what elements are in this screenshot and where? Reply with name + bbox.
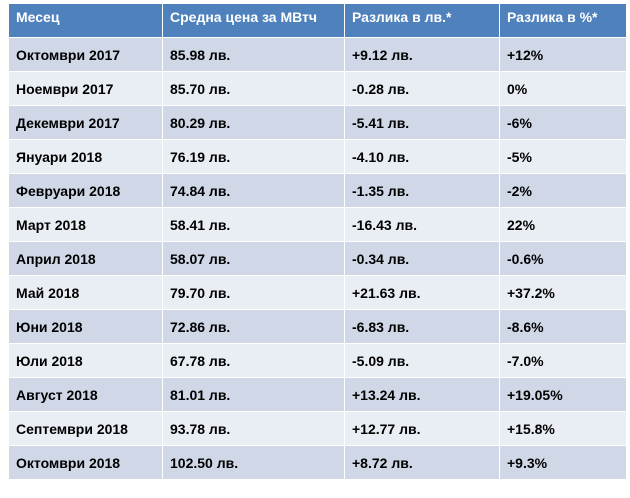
month-cell: Август 2018: [8, 377, 163, 412]
table-row: Декември 2017 80.29 лв. -5.41 лв. -6%: [8, 105, 627, 140]
table-row: Юли 2018 67.78 лв. -5.09 лв. -7.0%: [8, 343, 627, 378]
month-cell: Юли 2018: [8, 343, 163, 378]
difference-leva-cell: +9.12 лв.: [344, 37, 500, 72]
header-month: Месец: [8, 3, 163, 38]
month-cell: Януари 2018: [8, 139, 163, 174]
header-average-price: Средна цена за МВтч: [162, 3, 345, 38]
difference-percent-cell: -2%: [499, 173, 627, 208]
table-row: Август 2018 81.01 лв. +13.24 лв. +19.05%: [8, 377, 627, 412]
difference-leva-cell: -0.28 лв.: [344, 71, 500, 106]
table-row: Февруари 2018 74.84 лв. -1.35 лв. -2%: [8, 173, 627, 208]
difference-leva-cell: -0.34 лв.: [344, 241, 500, 276]
month-cell: Октомври 2018: [8, 445, 163, 480]
month-cell: Октомври 2017: [8, 37, 163, 72]
difference-percent-cell: +15.8%: [499, 411, 627, 446]
table-row: Март 2018 58.41 лв. -16.43 лв. 22%: [8, 207, 627, 242]
average-price-cell: 85.70 лв.: [162, 71, 345, 106]
month-cell: Юни 2018: [8, 309, 163, 344]
average-price-cell: 102.50 лв.: [162, 445, 345, 480]
average-price-cell: 93.78 лв.: [162, 411, 345, 446]
difference-leva-cell: +13.24 лв.: [344, 377, 500, 412]
table-row: Октомври 2018 102.50 лв. +8.72 лв. +9.3%: [8, 445, 627, 480]
difference-percent-cell: -5%: [499, 139, 627, 174]
average-price-cell: 85.98 лв.: [162, 37, 345, 72]
difference-percent-cell: 22%: [499, 207, 627, 242]
month-cell: Май 2018: [8, 275, 163, 310]
difference-leva-cell: +8.72 лв.: [344, 445, 500, 480]
header-difference-leva: Разлика в лв.*: [344, 3, 500, 38]
difference-leva-cell: -16.43 лв.: [344, 207, 500, 242]
difference-percent-cell: 0%: [499, 71, 627, 106]
difference-percent-cell: -6%: [499, 105, 627, 140]
average-price-cell: 76.19 лв.: [162, 139, 345, 174]
difference-leva-cell: -5.09 лв.: [344, 343, 500, 378]
difference-leva-cell: -6.83 лв.: [344, 309, 500, 344]
average-price-cell: 80.29 лв.: [162, 105, 345, 140]
month-cell: Март 2018: [8, 207, 163, 242]
table-row: Ноември 2017 85.70 лв. -0.28 лв. 0%: [8, 71, 627, 106]
month-cell: Септември 2018: [8, 411, 163, 446]
average-price-cell: 67.78 лв.: [162, 343, 345, 378]
difference-percent-cell: -8.6%: [499, 309, 627, 344]
difference-leva-cell: +21.63 лв.: [344, 275, 500, 310]
difference-percent-cell: +12%: [499, 37, 627, 72]
month-cell: Ноември 2017: [8, 71, 163, 106]
month-cell: Декември 2017: [8, 105, 163, 140]
table-body: Октомври 2017 85.98 лв. +9.12 лв. +12% Ноемв…: [8, 37, 627, 480]
average-price-cell: 72.86 лв.: [162, 309, 345, 344]
price-table: Месец Средна цена за МВтч Разлика в лв.*…: [8, 3, 627, 480]
difference-percent-cell: -7.0%: [499, 343, 627, 378]
header-difference-percent: Разлика в %*: [499, 3, 627, 38]
average-price-cell: 74.84 лв.: [162, 173, 345, 208]
difference-percent-cell: +9.3%: [499, 445, 627, 480]
difference-percent-cell: +19.05%: [499, 377, 627, 412]
average-price-cell: 58.07 лв.: [162, 241, 345, 276]
month-cell: Февруари 2018: [8, 173, 163, 208]
table-row: Юни 2018 72.86 лв. -6.83 лв. -8.6%: [8, 309, 627, 344]
month-cell: Април 2018: [8, 241, 163, 276]
table-row: Април 2018 58.07 лв. -0.34 лв. -0.6%: [8, 241, 627, 276]
table-header: Месец Средна цена за МВтч Разлика в лв.*…: [8, 3, 627, 38]
average-price-cell: 79.70 лв.: [162, 275, 345, 310]
difference-leva-cell: -5.41 лв.: [344, 105, 500, 140]
table-row: Януари 2018 76.19 лв. -4.10 лв. -5%: [8, 139, 627, 174]
difference-percent-cell: +37.2%: [499, 275, 627, 310]
difference-percent-cell: -0.6%: [499, 241, 627, 276]
table-row: Май 2018 79.70 лв. +21.63 лв. +37.2%: [8, 275, 627, 310]
difference-leva-cell: +12.77 лв.: [344, 411, 500, 446]
table-row: Септември 2018 93.78 лв. +12.77 лв. +15.8%: [8, 411, 627, 446]
header-row: Месец Средна цена за МВтч Разлика в лв.*…: [8, 3, 627, 38]
difference-leva-cell: -4.10 лв.: [344, 139, 500, 174]
average-price-cell: 58.41 лв.: [162, 207, 345, 242]
average-price-cell: 81.01 лв.: [162, 377, 345, 412]
table-row: Октомври 2017 85.98 лв. +9.12 лв. +12%: [8, 37, 627, 72]
difference-leva-cell: -1.35 лв.: [344, 173, 500, 208]
